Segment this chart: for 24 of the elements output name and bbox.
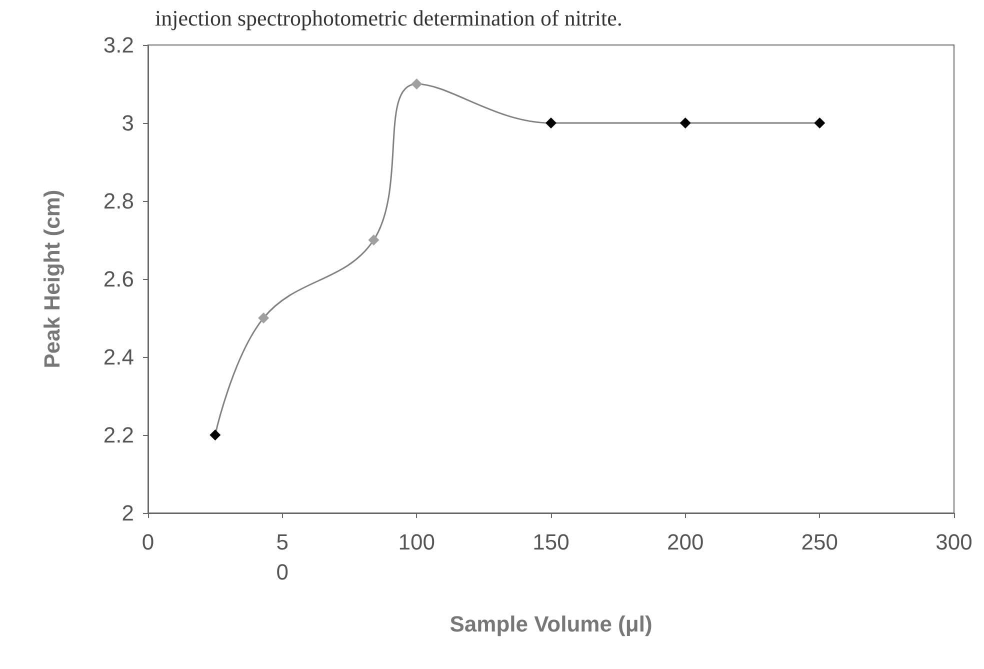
y-tick-label: 2.4: [103, 344, 134, 370]
x-tick-label: 100: [398, 530, 436, 554]
point: [210, 430, 221, 440]
y-tick-label: 3: [122, 110, 134, 136]
y-tick-label: 2.8: [103, 188, 134, 214]
y-tick-label: 2.2: [103, 422, 134, 448]
y-axis-title: Peak Height (cm): [40, 190, 64, 368]
point: [680, 118, 691, 128]
point: [814, 118, 826, 128]
point: [411, 78, 422, 90]
y-tick-label: 2.6: [103, 266, 134, 292]
point: [258, 312, 270, 324]
x-tick-label: 0: [142, 530, 154, 554]
x-tick-label: 200: [666, 530, 704, 554]
y-tick-label: 3.2: [103, 32, 134, 58]
x-tick-label: 5 0: [276, 530, 288, 584]
y-tick-label: 2: [122, 500, 134, 526]
x-tick-label: 250: [801, 530, 838, 554]
chart-title: injection spectrophotometric determination of nitrite.: [155, 6, 622, 30]
x-tick-label: 150: [532, 530, 570, 554]
point: [368, 234, 380, 246]
x-axis-title: Sample Volume (μl): [450, 612, 652, 636]
point: [546, 118, 556, 128]
x-tick-label: 300: [936, 530, 972, 554]
